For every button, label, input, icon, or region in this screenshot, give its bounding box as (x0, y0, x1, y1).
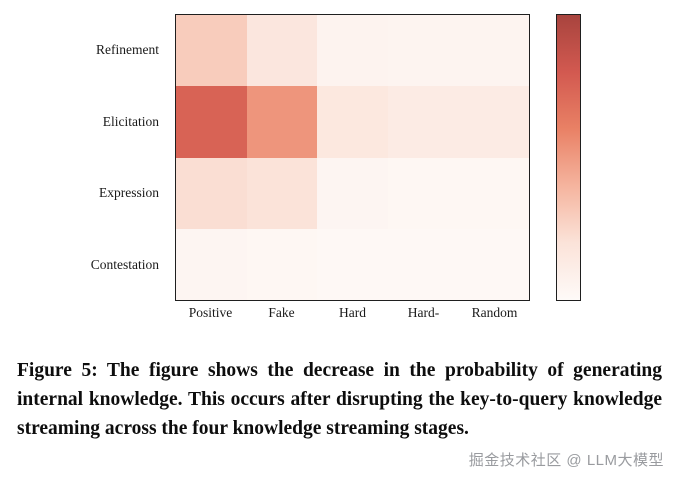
heatmap-cell-refinement-fake (246, 15, 318, 87)
heatmap-cell-contestation-hard (317, 228, 388, 300)
row-label-elicitation: Elicitation (102, 113, 159, 129)
heatmap-cell-elicitation-hard (317, 86, 388, 158)
col-label-positive: Positive (188, 305, 233, 320)
figure-caption: Figure 5: The figure shows the decrease … (17, 356, 662, 443)
heatmap-cell-elicitation-fake (246, 86, 318, 158)
col-label-random: Random (471, 305, 518, 320)
heatmap-cell-contestation-hard- (387, 228, 459, 300)
heatmap-cell-elicitation-random (458, 86, 529, 158)
heatmap-cell-contestation-positive (176, 228, 247, 300)
figure-caption-label: Figure 5: (17, 360, 98, 381)
row-label-expression: Expression (99, 185, 159, 201)
heatmap-cell-expression-random (458, 157, 529, 229)
row-label-refinement: Refinement (96, 41, 159, 57)
heatmap-cell-refinement-hard- (387, 15, 459, 87)
heatmap-cell-contestation-fake (246, 228, 318, 300)
heatmap-cell-expression-fake (246, 157, 318, 229)
heatmap-cell-elicitation-positive (176, 86, 247, 158)
col-label-hard-: Hard- (407, 305, 440, 320)
heatmap-cell-refinement-random (458, 15, 529, 87)
heatmap-cell-elicitation-hard- (387, 86, 459, 158)
heatmap-row-labels: Refinement Elicitation Expression Contestat… (0, 14, 167, 301)
row-label-contestation: Contestation (90, 257, 159, 273)
heatmap-cell-refinement-positive (176, 15, 247, 87)
col-label-hard: Hard (339, 305, 366, 320)
heatmap-colorbar (556, 14, 581, 301)
heatmap-cell-expression-hard (317, 157, 388, 229)
figure-caption-text: The figure shows the decrease in the pro… (17, 360, 662, 439)
heatmap-cell-expression-hard- (387, 157, 459, 229)
col-label-fake: Fake (268, 305, 295, 320)
heatmap-grid (175, 14, 530, 301)
heatmap-cell-expression-positive (176, 157, 247, 229)
heatmap-col-labels: Positive Fake Hard Hard- Random (175, 303, 530, 323)
heatmap-cell-contestation-random (458, 228, 529, 300)
heatmap-cell-refinement-hard (317, 15, 388, 87)
watermark: 掘金技术社区 @ LLM大模型 (468, 452, 664, 469)
